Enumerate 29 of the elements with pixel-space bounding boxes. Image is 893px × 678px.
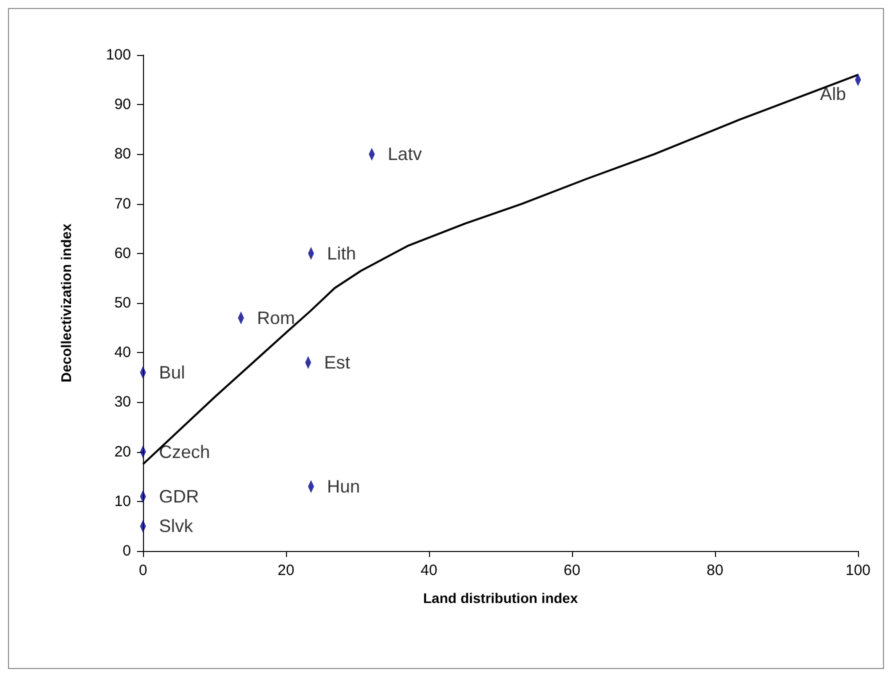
x-tick-label: 20 [278, 562, 294, 579]
y-tick-label: 10 [114, 492, 131, 510]
y-tick-label: 0 [122, 542, 131, 560]
y-tick-label: 80 [114, 146, 131, 163]
y-tick-label: 100 [106, 46, 131, 64]
x-tick-label: 0 [138, 562, 148, 579]
annotation: Latv [388, 144, 422, 164]
y-tick-label: 60 [114, 244, 131, 262]
y-tick-label: 70 [114, 195, 131, 212]
y-axis-title: Decollectivization index [58, 223, 74, 382]
annotation: GDR [159, 486, 199, 506]
y-tick-label: 90 [114, 96, 131, 114]
x-tick-label: 40 [420, 562, 438, 579]
y-tick-label: 40 [114, 344, 131, 362]
x-tick-label: 80 [706, 562, 724, 579]
x-tick-label: 60 [564, 562, 580, 579]
x-axis-title: Land distribution index [423, 590, 578, 606]
annotation: Est [324, 352, 350, 373]
annotation: Lith [327, 243, 356, 264]
annotation: Rom [256, 308, 295, 328]
annotation: Czech [159, 442, 210, 462]
y-tick-label: 20 [114, 443, 131, 460]
y-tick-label: 50 [114, 294, 131, 312]
annotation: Bul [159, 362, 186, 382]
annotation: Alb [820, 84, 846, 104]
annotation: Hun [327, 476, 360, 497]
y-tick-label: 30 [114, 394, 131, 411]
annotation: Slvk [159, 516, 194, 536]
x-tick-label: 100 [845, 562, 871, 579]
